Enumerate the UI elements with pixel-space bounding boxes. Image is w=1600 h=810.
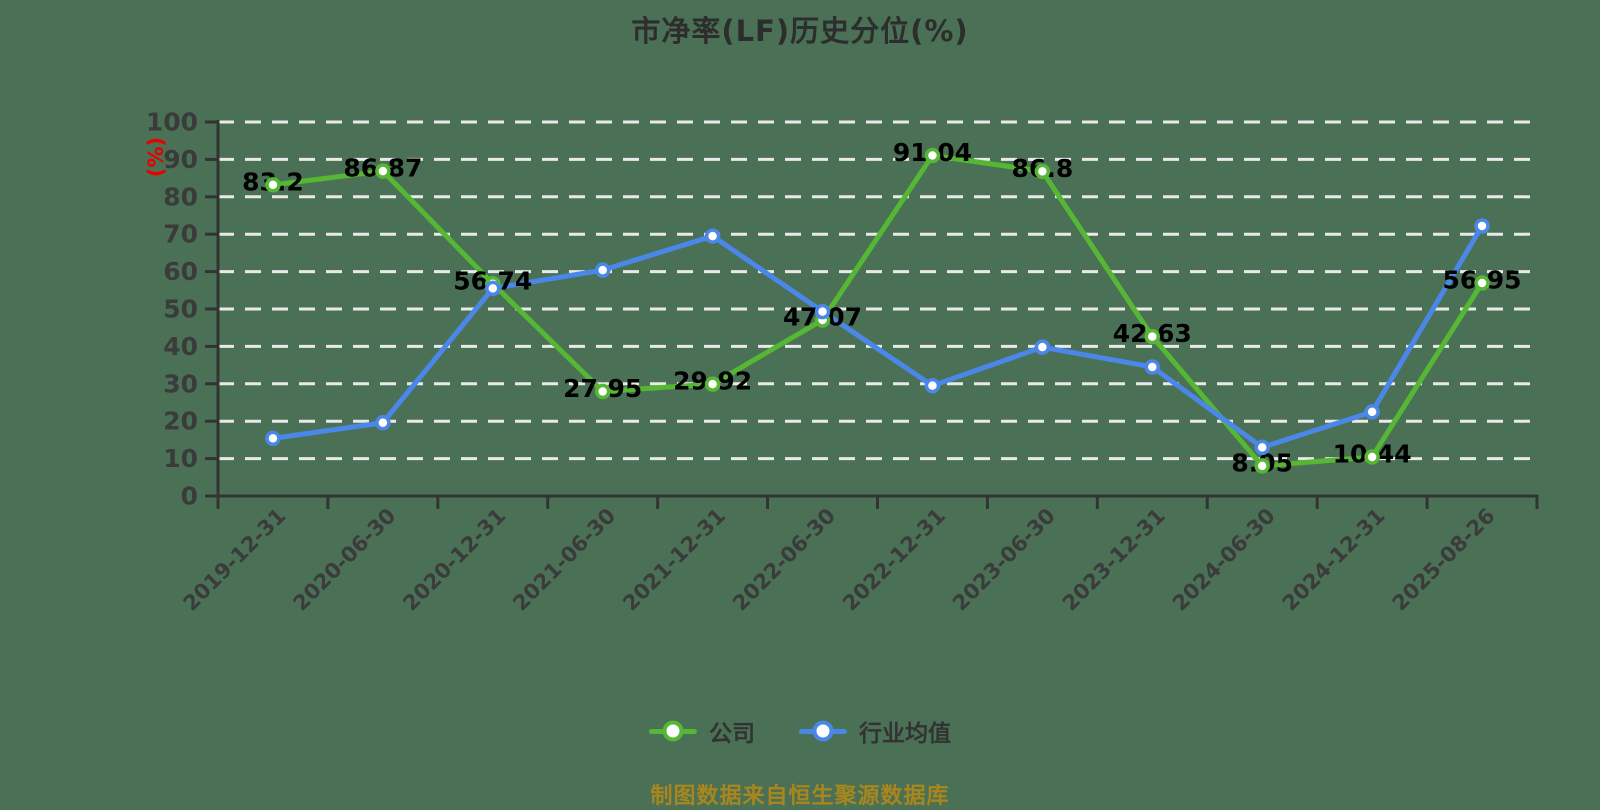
y-axis-tick-label: 0 — [181, 482, 198, 511]
series-point-company[interactable] — [375, 163, 391, 179]
data-source-caption: 制图数据来自恒生聚源数据库 — [650, 784, 950, 809]
legend-label-industry-average: 行业均值 — [859, 721, 951, 747]
y-axis-tick-label: 100 — [146, 108, 198, 137]
y-axis-tick-label: 90 — [163, 145, 198, 174]
series-point-company[interactable] — [1474, 275, 1490, 291]
series-point-industry-average[interactable] — [485, 280, 501, 297]
x-axis-tick-label: 2022-06-30 — [728, 504, 840, 616]
x-axis-tick-label: 2023-12-31 — [1058, 504, 1170, 616]
y-axis-tick-label: 80 — [163, 182, 198, 211]
x-axis-tick-label: 2019-12-31 — [179, 504, 291, 616]
x-axis-tick-label: 2020-12-31 — [398, 504, 510, 616]
industry-series-marker-icon — [799, 719, 847, 743]
series-point-industry-average[interactable] — [1254, 439, 1270, 456]
y-axis-tick-label: 70 — [163, 220, 198, 249]
x-axis-tick-label: 2024-06-30 — [1168, 504, 1280, 616]
x-axis-tick-label: 2023-06-30 — [948, 504, 1060, 616]
series-point-industry-average[interactable] — [1034, 339, 1051, 355]
series-point-company[interactable] — [1254, 458, 1270, 474]
series-point-company[interactable] — [704, 376, 721, 392]
series-point-company[interactable] — [1364, 449, 1380, 465]
y-axis-unit-label: (%) — [144, 137, 168, 177]
x-axis-tick-label: 2021-06-30 — [508, 504, 620, 616]
x-axis-tick-label: 2022-12-31 — [838, 504, 950, 616]
series-point-company[interactable] — [1034, 163, 1051, 180]
y-axis-tick-label: 50 — [163, 295, 198, 324]
chart-title: 市净率(LF)历史分位(%) — [631, 14, 969, 48]
series-point-industry-average[interactable] — [265, 430, 281, 447]
x-axis-tick-label: 2025-08-26 — [1388, 504, 1500, 616]
legend: 公司 行业均值 — [0, 714, 1600, 748]
series-point-company[interactable] — [594, 383, 611, 400]
y-axis-tick-label: 40 — [163, 332, 198, 361]
series-line-company — [270, 153, 1485, 469]
series-point-industry-average[interactable] — [814, 303, 831, 320]
series-point-industry-average[interactable] — [704, 228, 721, 244]
series-point-industry-average[interactable] — [1474, 218, 1490, 234]
y-axis-tick-label: 30 — [163, 369, 198, 398]
series-line-industry-average — [270, 223, 1485, 450]
company-series-marker-icon — [649, 719, 697, 743]
series-point-industry-average[interactable] — [1144, 359, 1161, 375]
legend-label-company: 公司 — [709, 721, 755, 747]
x-axis-tick-label: 2021-12-31 — [618, 504, 730, 616]
x-axis-tick-label: 2024-12-31 — [1278, 504, 1390, 616]
legend-item-company[interactable]: 公司 — [649, 714, 755, 748]
series-point-company[interactable] — [265, 177, 281, 193]
series-point-industry-average[interactable] — [375, 414, 391, 431]
y-axis-tick-label: 60 — [163, 257, 198, 286]
series-point-industry-average[interactable] — [1364, 404, 1380, 420]
x-axis-tick-label: 2020-06-30 — [288, 504, 400, 616]
y-axis-tick-label: 20 — [163, 407, 198, 436]
series-point-company[interactable] — [1144, 328, 1161, 345]
series-point-industry-average[interactable] — [924, 377, 941, 394]
series-point-company[interactable] — [924, 147, 941, 164]
legend-item-industry-average[interactable]: 行业均值 — [799, 714, 951, 748]
series-point-industry-average[interactable] — [594, 262, 611, 278]
y-axis-tick-label: 10 — [163, 444, 198, 473]
